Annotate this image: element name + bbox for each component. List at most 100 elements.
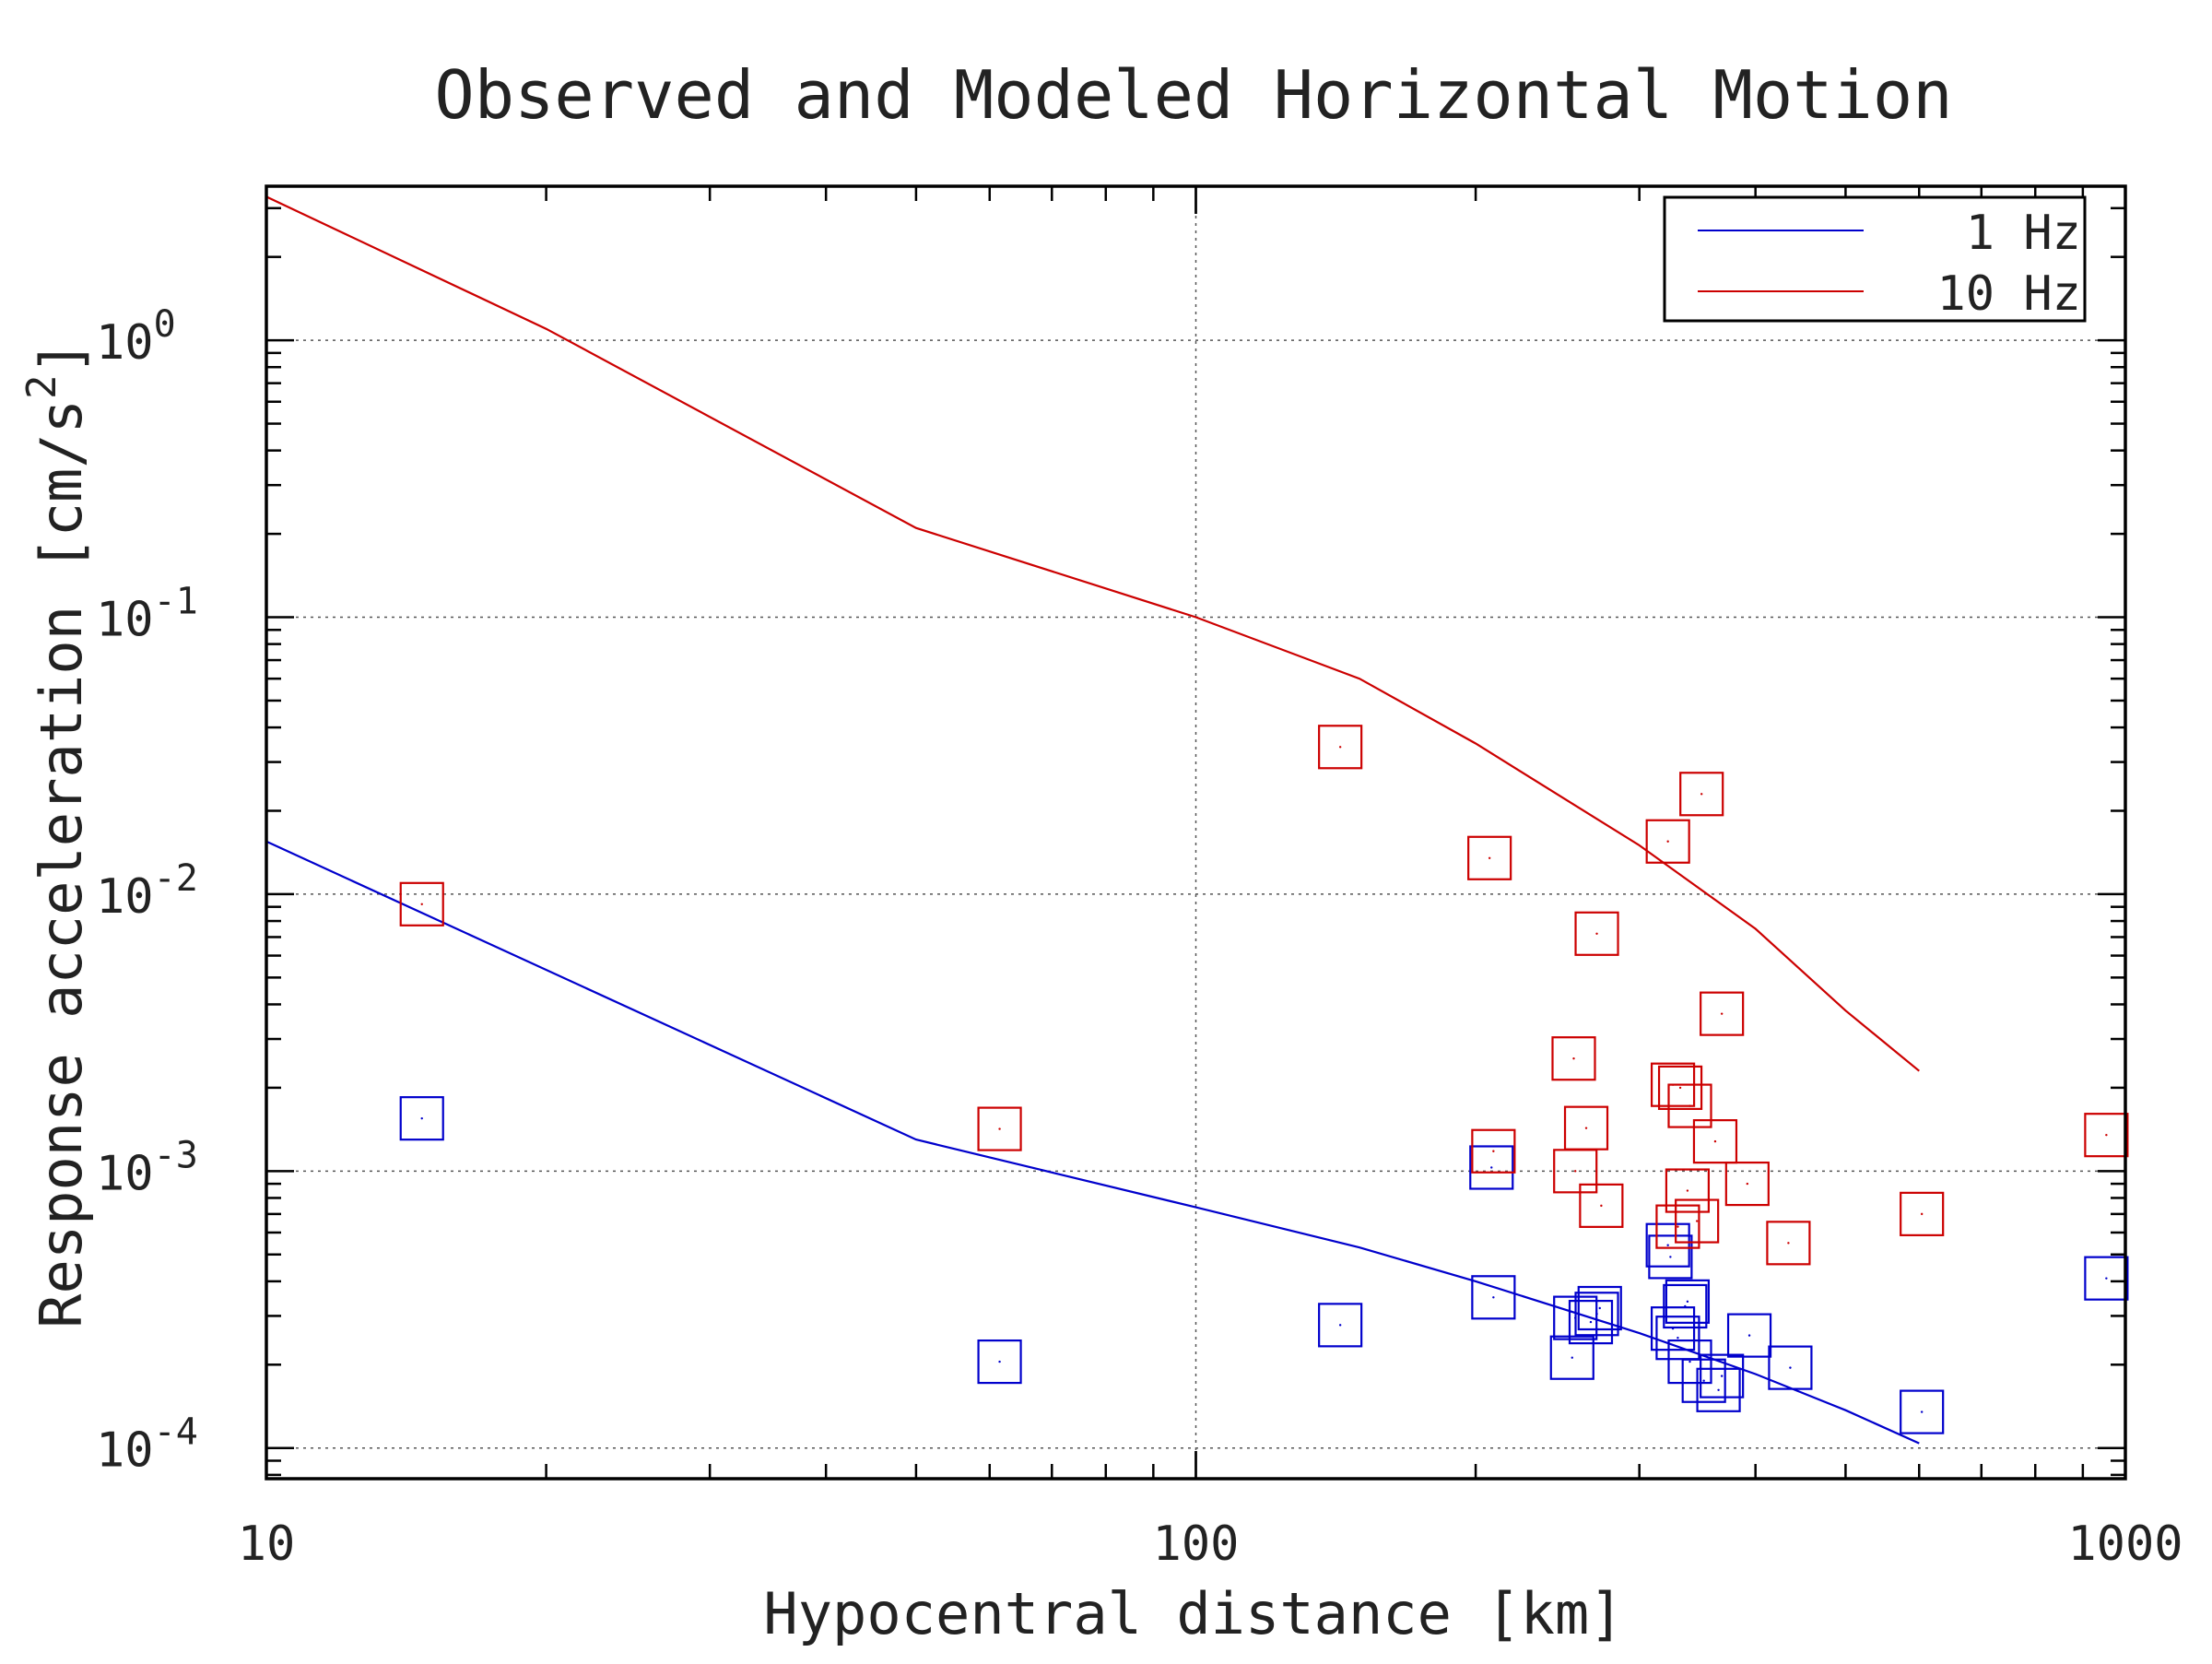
data-point-marker [1700,1353,1745,1398]
data-point-marker [1645,1222,1690,1268]
data-point-marker [1681,1358,1726,1403]
chart-title: Observed and Modeled Horizontal Motion [434,56,1952,134]
data-point-marker [1563,1105,1609,1151]
data-point-center [1720,1375,1724,1377]
data-point-marker [1679,772,1724,817]
y-axis-label-main: Response acceleration [cm/s [28,399,95,1328]
data-point-center [1589,1320,1593,1324]
data-point-marker [1768,1345,1813,1390]
data-point-marker [977,1339,1022,1385]
data-point-marker [1648,1234,1693,1280]
data-point-center [1695,1220,1699,1222]
data-point-marker [1645,819,1690,864]
y-tick-base: 10 [96,593,154,648]
data-point-marker [1900,1389,1945,1434]
data-point-center [1920,1410,1924,1413]
data-point-center [1600,1204,1603,1208]
y-tick-exponent: 0 [154,303,176,346]
data-point-center [1686,1300,1689,1304]
data-point-marker [1665,1168,1711,1213]
data-point-center [1688,1104,1691,1107]
data-point-marker [1726,1313,1772,1358]
data-point-marker [1665,1279,1711,1324]
data-point-marker [2084,1113,2129,1158]
data-point-center [1598,1306,1601,1310]
data-point-center [1717,1388,1720,1392]
data-point-center [1700,793,1703,796]
data-point-center [1490,1166,1493,1169]
data-point-center [998,1127,1001,1130]
data-point-marker [1657,1065,1703,1111]
data-point-center [1666,840,1669,843]
data-point-marker [399,1096,444,1141]
data-point-marker [1568,1300,1614,1345]
series-line-0 [265,840,1920,1445]
data-point-marker [1318,1303,1363,1348]
x-tick-label: 10 [238,1516,296,1572]
data-point-center [1574,1170,1577,1173]
data-point-center [1572,1057,1575,1060]
data-point-marker [1577,1285,1622,1331]
data-point-center [1789,1366,1792,1369]
data-point-marker [1574,1292,1619,1337]
data-point-center [1677,1225,1679,1228]
data-point-marker [1655,1204,1700,1249]
data-point-marker [1655,1316,1700,1361]
data-point-center [1666,1244,1669,1246]
x-axis-label: Hypocentral distance [km] [763,1580,1623,1647]
data-point-marker [1471,1275,1516,1320]
data-point-center [420,903,423,906]
data-point-center [1920,1212,1924,1216]
data-point-marker [1318,725,1363,770]
legend-label-1hz: 1 Hz [1966,206,2081,261]
y-axis-label: Response acceleration [cm/s2] [18,340,95,1328]
data-point-center [1686,1189,1689,1192]
data-point-center [1688,1360,1691,1363]
data-point-marker [1766,1221,1811,1266]
data-point-marker [1650,1306,1696,1351]
data-point-center [1720,1012,1724,1015]
data-point-marker [1667,1083,1712,1128]
data-point-center [998,1360,1001,1363]
y-tick-exponent: -4 [154,1411,198,1454]
data-point-marker [1900,1191,1945,1236]
data-point-marker [1467,835,1512,880]
legend-label-10hz: 10 Hz [1936,266,2081,322]
x-tick-label: 1000 [2067,1516,2183,1572]
data-point-center [1338,746,1342,749]
y-tick-base: 10 [96,315,154,371]
data-point-center [1338,1324,1342,1327]
y-tick-base: 10 [96,1423,154,1479]
data-point-marker [1469,1145,1514,1190]
data-point-marker [977,1106,1022,1151]
data-point-marker [1700,991,1745,1036]
data-point-center [1492,1150,1495,1152]
data-point-center [1584,1127,1588,1129]
data-point-center [2105,1133,2108,1137]
data-point-marker [1551,1036,1596,1081]
data-point-center [1684,1304,1687,1308]
data-point-center [1669,1256,1672,1258]
x-tick-label: 100 [1153,1516,1240,1572]
data-point-center [1595,932,1598,935]
data-point-center [1492,1296,1495,1299]
series-line-1 [265,195,1920,1072]
data-point-center [1678,1086,1682,1090]
data-point-center [1677,1337,1679,1339]
data-point-marker [1692,1119,1738,1164]
data-point-center [1571,1356,1573,1359]
data-point-center [2105,1277,2108,1280]
y-tick-base: 10 [96,869,154,925]
y-tick-label: 10-3 [96,1134,198,1201]
data-point-marker [1549,1335,1594,1380]
data-point-center [420,1116,423,1120]
series-layer [265,195,2129,1445]
y-tick-exponent: -2 [154,857,198,900]
data-point-center [1787,1242,1790,1245]
plot-frame [265,184,2127,1481]
data-point-marker [1471,1128,1516,1174]
data-point-center [1488,856,1491,859]
